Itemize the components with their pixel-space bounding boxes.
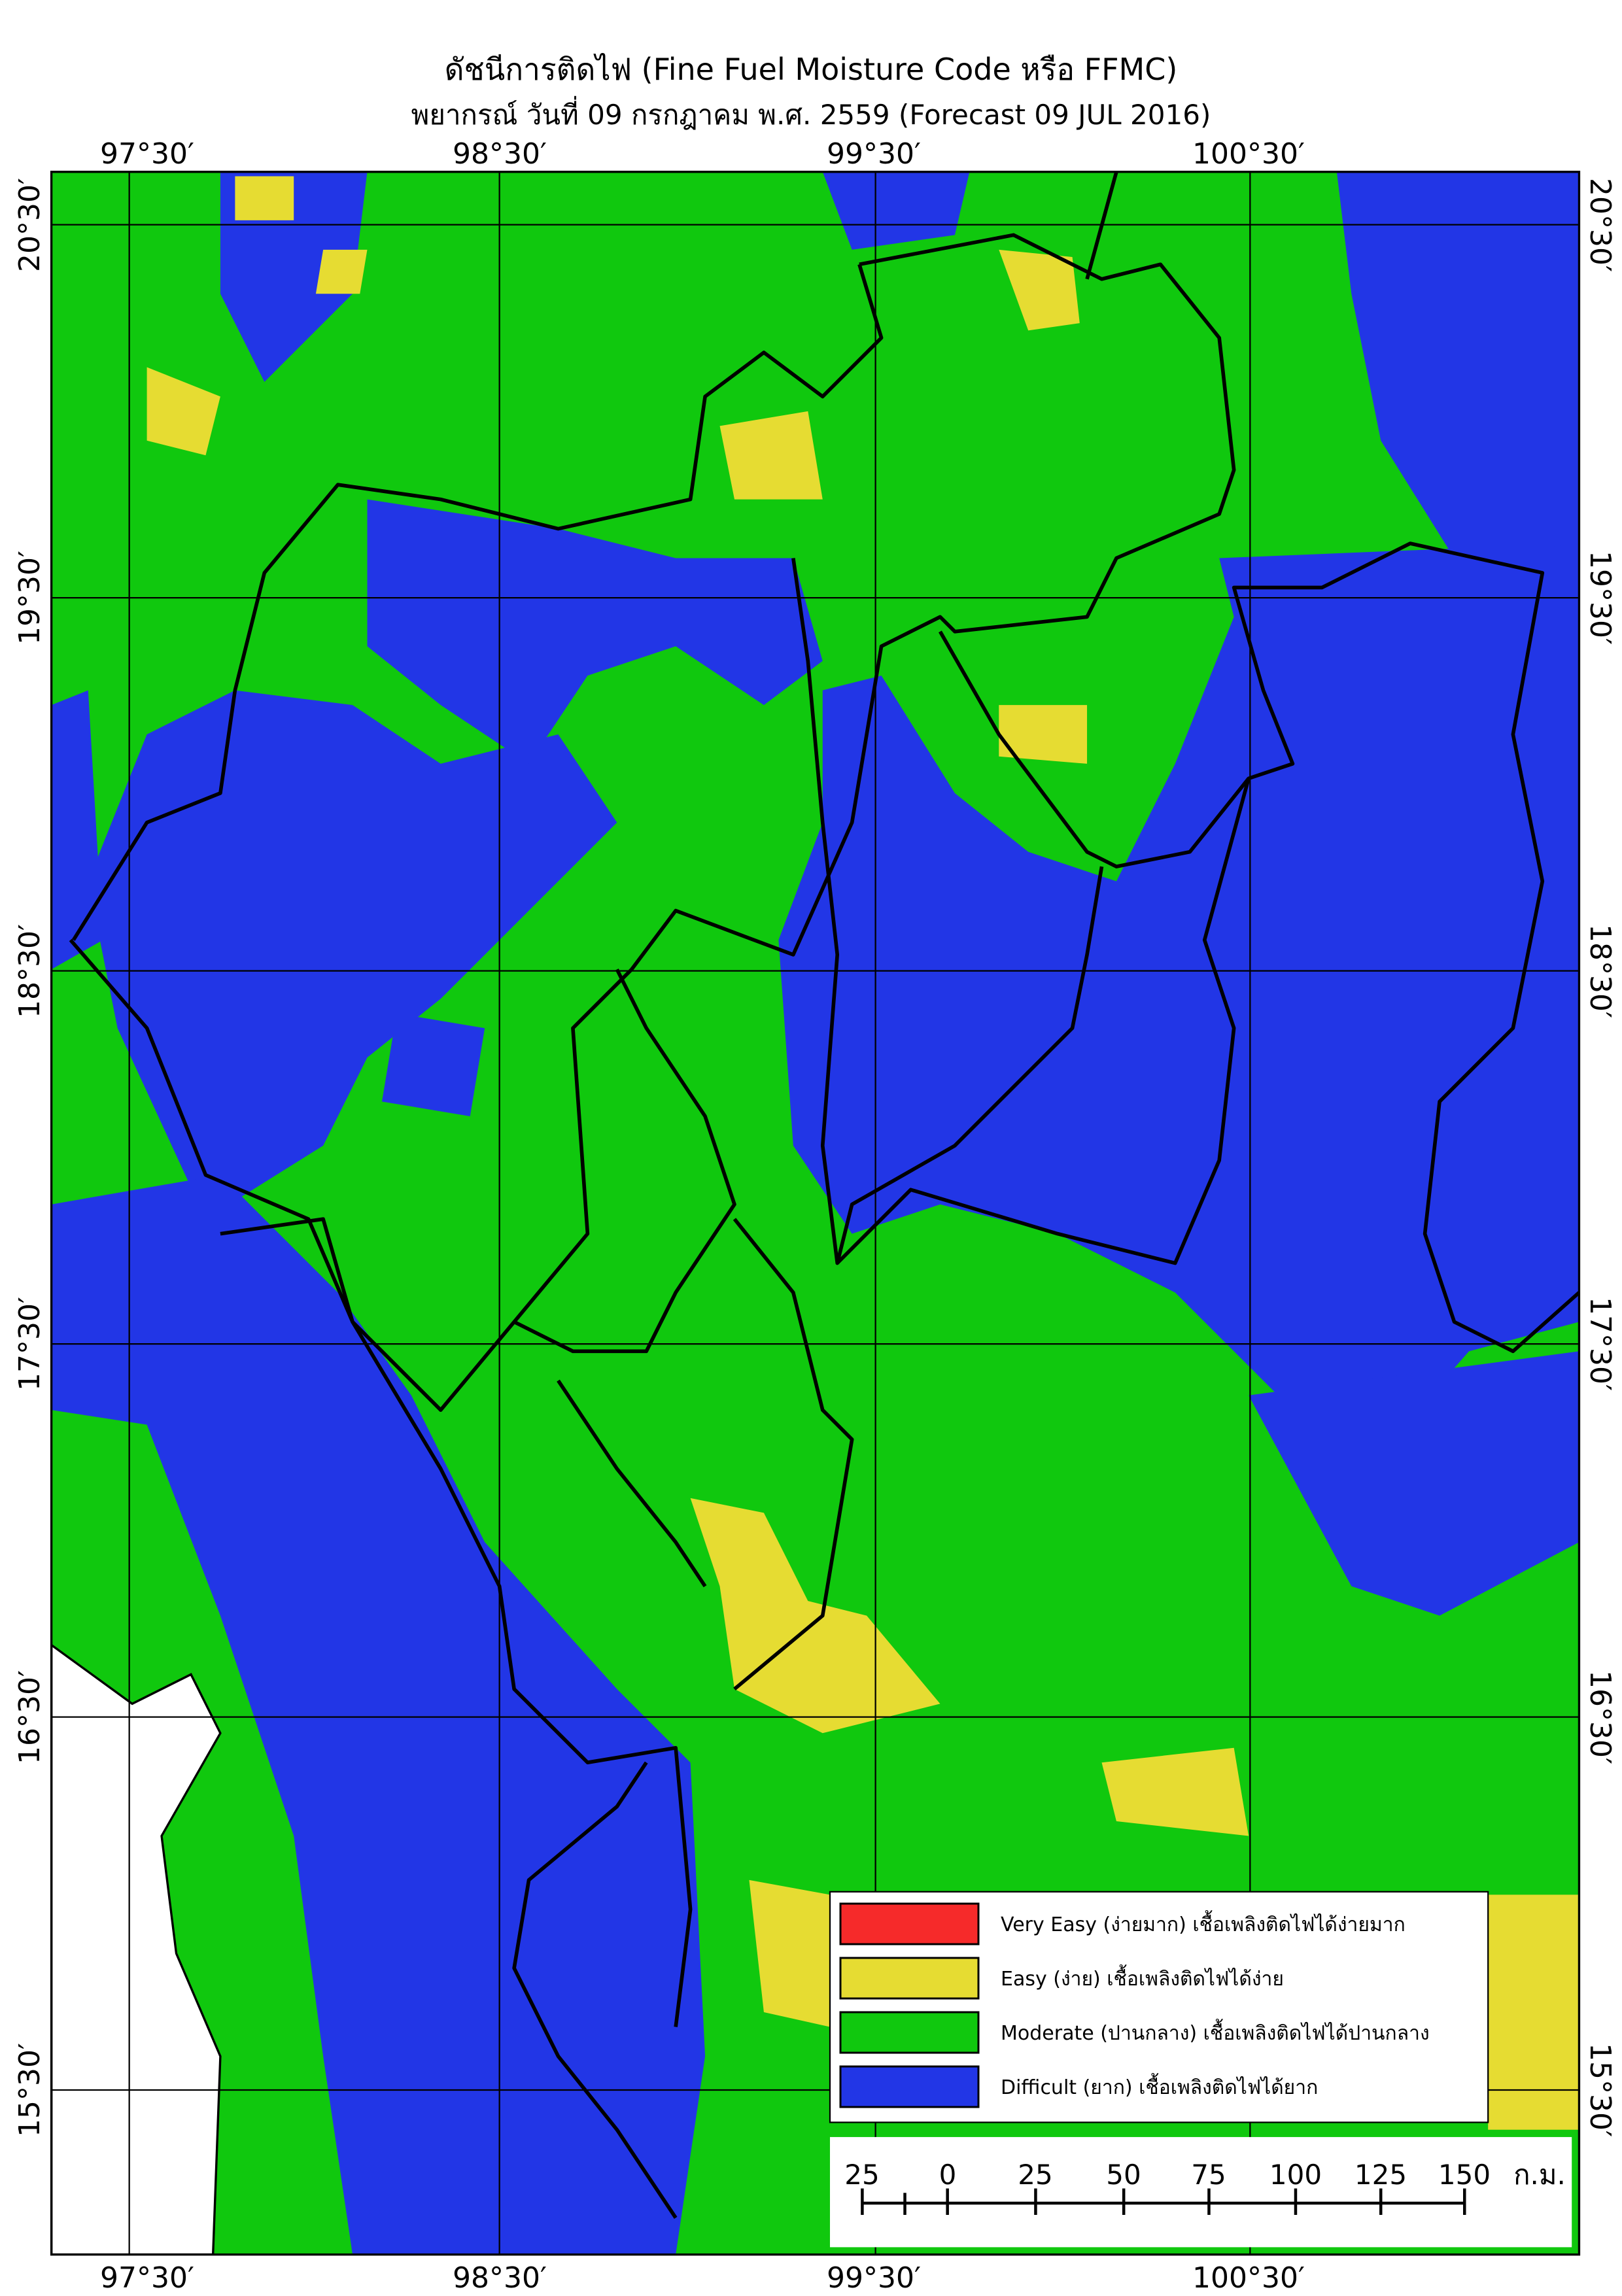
longitude-label-bottom: 98°30′ <box>453 2261 547 2293</box>
legend-swatch <box>839 1902 980 1945</box>
scale-label: 25 <box>1018 2159 1052 2191</box>
longitude-label-top: 100°30′ <box>1192 137 1305 171</box>
legend-label: Difficult (ยาก) เชื้อเพลิงติดไฟได้ยาก <box>1001 2073 1318 2099</box>
labels: 97°30′ 97°30′ 98°30′ 98°30′ 99°30′ 99°30′ 100°… <box>13 137 1617 2295</box>
latitude-label-left: 20°30′ <box>13 178 46 272</box>
latitude-label-right: 19°30′ <box>1583 551 1617 645</box>
longitude-label-top: 98°30′ <box>453 137 547 171</box>
scale-label: 0 <box>939 2159 957 2191</box>
longitude-label-bottom: 97°30′ <box>100 2261 194 2293</box>
latitude-label-left: 16°30′ <box>13 1670 46 1764</box>
map-frame <box>50 171 1581 2256</box>
longitude-label-bottom: 100°30′ <box>1192 2261 1305 2293</box>
latitude-label-left: 18°30′ <box>13 924 46 1018</box>
legend-label: Easy (ง่าย) เชื้อเพลิงติดไฟได้ง่าย <box>1001 1964 1284 1991</box>
legend-swatch <box>839 2065 980 2108</box>
longitude-label-top: 99°30′ <box>827 137 921 171</box>
map-title: ดัชนีการติดไฟ (Fine Fuel Moisture Code ห… <box>445 52 1178 87</box>
scale-unit: ก.ม. <box>1513 2159 1566 2191</box>
latitude-label-right: 16°30′ <box>1583 1670 1617 1764</box>
legend-label: Moderate (ปานกลาง) เชื้อเพลิงติดไฟได้ปาน… <box>1001 2019 1430 2045</box>
latitude-label-left: 15°30′ <box>13 2043 46 2137</box>
scale-box <box>829 2136 1572 2248</box>
scale-label: 75 <box>1191 2159 1226 2191</box>
longitude-label-top: 97°30′ <box>100 137 194 171</box>
legend-label: Very Easy (ง่ายมาก) เชื้อเพลิงติดไฟได้ง่… <box>1001 1910 1406 1936</box>
scale-label: 50 <box>1106 2159 1141 2191</box>
latitude-label-right: 17°30′ <box>1583 1297 1617 1391</box>
latitude-label-right: 15°30′ <box>1583 2043 1617 2137</box>
longitude-label-bottom: 99°30′ <box>827 2261 921 2293</box>
map-subtitle: พยากรณ์ วันที่ 09 กรกฎาคม พ.ศ. 2559 (For… <box>411 96 1211 131</box>
scale-label: 150 <box>1438 2159 1491 2191</box>
map-body <box>50 171 1581 2256</box>
latitude-label-right: 18°30′ <box>1583 924 1617 1018</box>
scale-label: 25 <box>844 2159 879 2191</box>
sea <box>51 1643 222 2255</box>
latitude-label-left: 19°30′ <box>13 551 46 645</box>
easy-areas <box>147 176 1579 2130</box>
legend-swatch <box>839 2011 980 2054</box>
province-boundaries <box>69 171 1579 2219</box>
latitude-label-right: 20°30′ <box>1583 178 1617 272</box>
latitude-label-left: 17°30′ <box>13 1297 46 1391</box>
scale-label: 125 <box>1355 2159 1407 2191</box>
legend-swatch <box>839 1957 980 2000</box>
scale-bar <box>861 2188 1466 2215</box>
difficult-areas <box>51 171 1579 2255</box>
scale-label: 100 <box>1269 2159 1322 2191</box>
